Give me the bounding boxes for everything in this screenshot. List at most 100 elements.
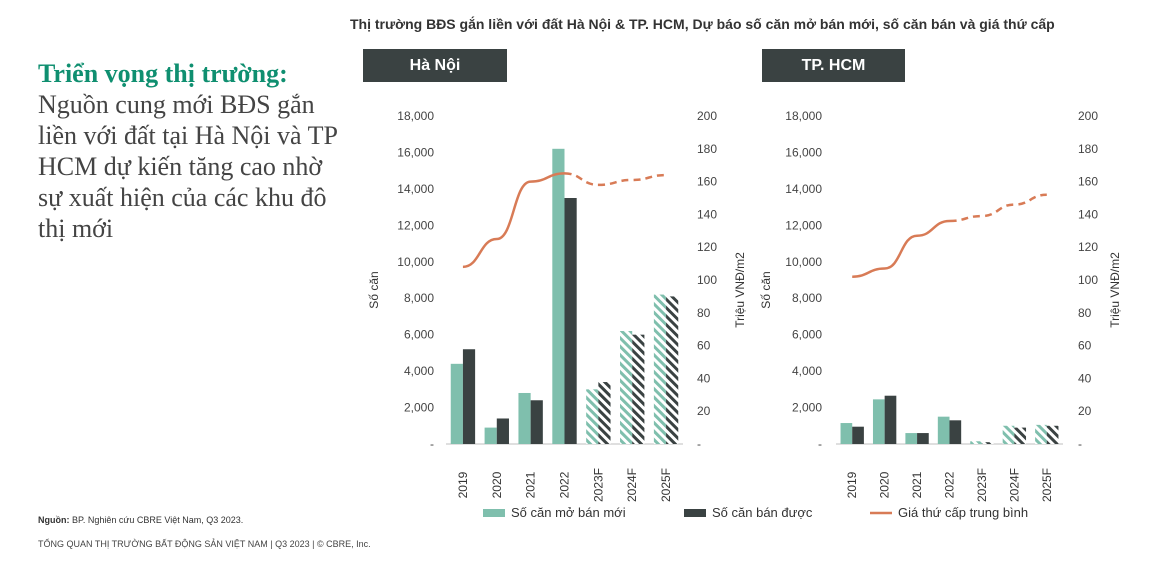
y2-tick-label: 200 <box>1078 109 1098 123</box>
y2-tick-label: 140 <box>1078 207 1098 221</box>
x-tick-label: 2025F <box>659 468 673 502</box>
section-heading: Triển vọng thị trường: Nguồn cung mới BĐ… <box>38 58 338 244</box>
panel-title-hanoi: Hà Nội <box>363 49 507 82</box>
price-line-actual <box>462 172 565 269</box>
price-line-forecast <box>949 193 1047 223</box>
y2-tick-label: 40 <box>697 371 711 385</box>
y2-tick-label: - <box>1078 437 1082 451</box>
y-tick-label: - <box>430 437 434 451</box>
bar-sold <box>917 433 929 444</box>
y-tick-label: 2,000 <box>404 401 434 415</box>
y2-tick-label: 60 <box>697 339 711 353</box>
bar-new-supply <box>970 441 982 444</box>
y-tick-label: 18,000 <box>397 109 434 123</box>
x-tick-label: 2020 <box>878 471 892 498</box>
y-tick-label: 8,000 <box>792 291 822 305</box>
y-tick-label: 4,000 <box>404 364 434 378</box>
y2-tick-label: 100 <box>697 273 717 287</box>
y-tick-label: 18,000 <box>785 109 822 123</box>
y-tick-label: 10,000 <box>785 255 822 269</box>
x-tick-label: 2019 <box>456 471 470 498</box>
y2-tick-label: 160 <box>1078 175 1098 189</box>
bar-new-supply <box>840 423 853 444</box>
legend-label-sold: Số căn bán được <box>712 505 813 520</box>
bar-new-supply <box>905 433 918 444</box>
y2-tick-label: 120 <box>697 240 717 254</box>
x-tick-label: 2024F <box>1007 468 1021 502</box>
legend-label-new-supply: Số căn mở bán mới <box>511 505 626 520</box>
bar-new-supply <box>450 363 463 444</box>
price-line-actual <box>852 219 950 278</box>
y2-tick-label: 20 <box>697 404 711 418</box>
bar-sold <box>462 349 476 444</box>
y-tick-label: 14,000 <box>785 182 822 196</box>
bar-sold <box>530 400 543 444</box>
y-tick-label: 6,000 <box>404 328 434 342</box>
source-text: BP. Nghiên cứu CBRE Việt Nam, Q3 2023. <box>72 515 244 525</box>
y-tick-label: 10,000 <box>397 255 434 269</box>
x-tick-label: 2023F <box>591 468 605 502</box>
bar-sold <box>852 426 864 444</box>
y-tick-label: 14,000 <box>397 182 434 196</box>
bar-new-supply <box>586 389 599 444</box>
bar-sold <box>564 198 577 444</box>
x-tick-label: 2023F <box>975 468 989 502</box>
bar-new-supply <box>1002 425 1015 444</box>
bar-sold <box>496 418 509 444</box>
bar-new-supply <box>484 427 497 444</box>
bar-new-supply <box>552 148 565 445</box>
y-tick-label: 16,000 <box>397 145 434 159</box>
y-axis-title: Số căn <box>759 271 773 308</box>
bar-sold <box>598 382 611 444</box>
source-label: Nguồn: <box>38 515 70 525</box>
y2-tick-label: 80 <box>697 306 711 320</box>
chart-main-title: Thị trường BĐS gắn liền với đất Hà Nội &… <box>350 16 1055 32</box>
price-line-forecast <box>564 172 667 187</box>
x-tick-label: 2019 <box>845 471 859 498</box>
y2-tick-label: 140 <box>697 207 717 221</box>
bar-new-supply <box>653 294 667 444</box>
x-tick-label: 2022 <box>943 471 957 498</box>
x-tick-label: 2020 <box>490 471 504 498</box>
y2-axis-title: Triệu VNĐ/m2 <box>1108 252 1122 328</box>
heading-body: Nguồn cung mới BĐS gắn liền với đất tại … <box>38 90 337 243</box>
bar-sold <box>666 296 679 444</box>
bar-new-supply <box>872 399 885 444</box>
y2-tick-label: 100 <box>1078 273 1098 287</box>
legend-label-price: Giá thứ cấp trung bình <box>898 505 1028 520</box>
bar-new-supply <box>620 331 633 444</box>
y2-tick-label: 160 <box>697 175 717 189</box>
x-tick-label: 2025F <box>1040 468 1054 502</box>
source-note: Nguồn: BP. Nghiên cứu CBRE Việt Nam, Q3 … <box>38 515 243 525</box>
y2-axis-title: Triệu VNĐ/m2 <box>733 252 747 328</box>
bar-sold <box>981 442 994 444</box>
y2-tick-label: 20 <box>1078 404 1092 418</box>
bar-sold <box>884 395 897 444</box>
bar-sold <box>1046 425 1059 444</box>
y2-tick-label: 200 <box>697 109 717 123</box>
bar-new-supply <box>937 416 950 444</box>
y2-tick-label: 80 <box>1078 306 1092 320</box>
bar-new-supply <box>1035 424 1047 444</box>
bar-sold <box>632 334 645 444</box>
y2-tick-label: 40 <box>1078 371 1092 385</box>
bar-new-supply <box>518 392 531 444</box>
x-tick-label: 2024F <box>625 468 639 502</box>
y-tick-label: 6,000 <box>792 328 822 342</box>
y-tick-label: 12,000 <box>785 218 822 232</box>
footer-text: TỔNG QUAN THỊ TRƯỜNG BẤT ĐỘNG SẢN VIỆT N… <box>38 539 371 549</box>
y2-tick-label: 60 <box>1078 339 1092 353</box>
y2-tick-label: 180 <box>1078 142 1098 156</box>
x-tick-label: 2022 <box>558 471 572 498</box>
y2-tick-label: 180 <box>697 142 717 156</box>
y2-tick-label: - <box>697 437 701 451</box>
legend-swatch-new-supply <box>483 509 505 517</box>
y-tick-label: 16,000 <box>785 145 822 159</box>
bar-sold <box>1014 427 1027 444</box>
legend-swatch-sold <box>684 509 706 517</box>
y-tick-label: 8,000 <box>404 291 434 305</box>
y2-tick-label: 120 <box>1078 240 1098 254</box>
y-tick-label: 12,000 <box>397 218 434 232</box>
y-tick-label: 2,000 <box>792 401 822 415</box>
